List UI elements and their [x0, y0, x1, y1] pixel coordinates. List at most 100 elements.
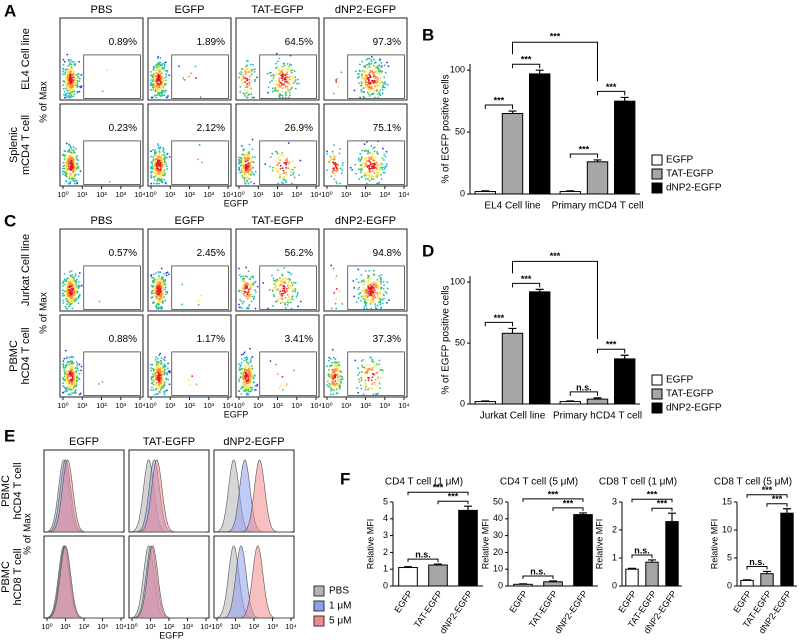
bar [559, 191, 581, 195]
event-dot [273, 279, 275, 282]
event-dot [152, 65, 155, 68]
event-dot [248, 304, 251, 307]
event-dot [163, 67, 166, 70]
event-dot [164, 69, 167, 72]
event-dot [245, 283, 247, 286]
event-dot [371, 93, 374, 96]
event-dot [369, 88, 372, 91]
event-dot [276, 163, 279, 166]
event-dot [74, 147, 77, 150]
event-dot [291, 80, 294, 82]
event-dot [158, 182, 161, 185]
event-dot [273, 286, 276, 289]
event-dot [380, 274, 383, 276]
event-dot [383, 284, 385, 286]
event-dot [367, 274, 369, 277]
event-dot [157, 301, 160, 304]
event-dot [383, 64, 386, 67]
event-dot [238, 363, 240, 365]
event-dot [243, 375, 246, 378]
event-dot [378, 166, 381, 169]
gate-percentage: 1.89% [197, 37, 225, 48]
event-dot [156, 307, 158, 310]
event-dot [372, 82, 375, 84]
event-dot [328, 365, 331, 368]
event-dot [63, 278, 66, 281]
x-tick-label: 10² [164, 622, 175, 631]
event-dot [157, 167, 160, 170]
event-dot [288, 295, 291, 297]
event-dot [252, 376, 255, 379]
event-dot [360, 274, 363, 276]
event-dot [374, 77, 377, 80]
event-dot [75, 360, 78, 363]
column-title: dNP2-EGFP [223, 436, 284, 448]
event-dot [284, 84, 287, 87]
event-dot [165, 272, 168, 274]
event-dot [157, 361, 160, 363]
event-dot [376, 371, 379, 374]
event-dot [334, 376, 337, 379]
column-title: EGFP [175, 215, 205, 227]
density-plot [238, 347, 295, 396]
event-dot [240, 161, 242, 164]
event-dot [63, 93, 65, 96]
event-dot [253, 381, 256, 384]
event-dot [361, 84, 364, 86]
event-dot [62, 167, 64, 170]
event-dot [367, 376, 370, 379]
event-dot [156, 290, 158, 292]
bar [529, 73, 551, 195]
event-dot [152, 68, 155, 70]
event-dot [288, 271, 291, 274]
histogram-curve [132, 545, 206, 619]
event-dot [249, 63, 252, 66]
x-tick-label: Primary mCD4 T cell [552, 201, 644, 212]
event-dot [64, 367, 66, 369]
x-tick-label: 10⁰ [145, 190, 156, 199]
x-tick-label: 10⁰ [41, 622, 52, 631]
event-dot [67, 172, 69, 175]
event-dot [158, 150, 161, 153]
event-dot [254, 156, 256, 158]
event-dot [71, 374, 73, 377]
event-dot [155, 272, 157, 275]
event-dot [249, 368, 252, 370]
event-dot [286, 383, 289, 386]
event-dot [288, 92, 291, 94]
event-dot [373, 62, 376, 65]
event-dot [328, 373, 330, 376]
event-dot [295, 295, 298, 298]
event-dot [382, 171, 385, 174]
event-dot [360, 387, 363, 390]
event-dot [359, 159, 362, 161]
event-dot [293, 176, 296, 179]
event-dot [75, 286, 78, 289]
significance-label: n.s. [415, 550, 431, 560]
event-dot [166, 290, 168, 293]
event-dot [150, 170, 152, 173]
event-dot [160, 384, 163, 387]
event-dot [155, 169, 158, 172]
x-tick-label: 10³ [115, 401, 126, 410]
event-dot [160, 387, 163, 390]
event-dot [365, 74, 368, 76]
event-dot [238, 72, 241, 75]
event-dot [363, 174, 366, 177]
event-dot [164, 172, 166, 174]
x-tick-label: 10⁴ [200, 622, 212, 631]
event-dot [62, 63, 65, 66]
event-dot [159, 291, 162, 293]
event-dot [65, 379, 68, 382]
event-dot [150, 182, 153, 185]
event-dot [73, 90, 75, 93]
event-dot [78, 284, 80, 287]
event-dot [167, 378, 170, 381]
event-dot [339, 381, 342, 384]
event-dot [68, 79, 71, 82]
event-dot [72, 150, 75, 153]
event-dot [151, 289, 154, 292]
event-dot [244, 77, 246, 80]
event-dot [72, 374, 75, 376]
significance-label: *** [521, 274, 532, 284]
